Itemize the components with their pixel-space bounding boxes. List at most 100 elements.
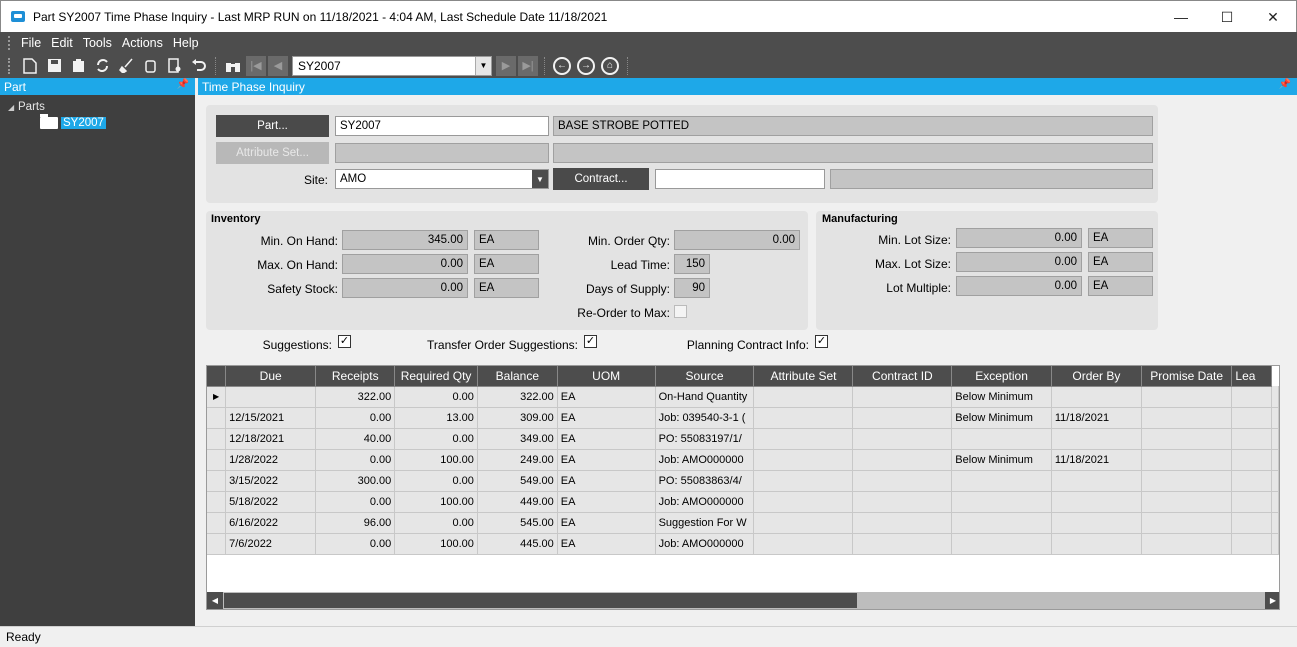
table-cell[interactable] (225, 386, 317, 408)
table-cell[interactable] (1051, 386, 1142, 408)
table-cell[interactable]: 545.00 (477, 512, 558, 534)
table-cell[interactable]: Job: AMO000000 (655, 449, 755, 471)
table-cell[interactable]: PO: 55083863/4/ (655, 470, 755, 492)
row-selector[interactable] (207, 491, 227, 513)
table-cell[interactable]: 322.00 (477, 386, 558, 408)
table-cell[interactable]: On-Hand Quantity (655, 386, 755, 408)
table-cell[interactable] (852, 386, 953, 408)
table-cell[interactable]: Below Minimum (951, 449, 1052, 471)
table-cell[interactable]: 40.00 (315, 428, 396, 450)
table-cell[interactable]: 13.00 (394, 407, 478, 429)
table-cell[interactable]: EA (557, 428, 656, 450)
previous-record-icon[interactable]: ◀ (268, 55, 288, 76)
table-cell[interactable] (852, 533, 953, 555)
table-row[interactable]: 1/28/2022 0.00 100.00 249.00 EA Job: AMO00000… (207, 449, 1279, 471)
row-selector[interactable] (207, 470, 227, 492)
table-cell[interactable] (753, 428, 854, 450)
column-header-required-qty[interactable]: Required Qty (394, 366, 478, 387)
part-button[interactable]: Part... (216, 115, 329, 137)
table-cell[interactable]: EA (557, 512, 656, 534)
attach-icon[interactable] (140, 56, 160, 76)
table-row[interactable]: 12/15/2021 0.00 13.00 309.00 EA Job: 039540-3… (207, 407, 1279, 429)
table-cell[interactable]: Below Minimum (951, 407, 1052, 429)
table-cell[interactable]: EA (557, 407, 656, 429)
table-cell[interactable] (1141, 449, 1233, 471)
table-cell[interactable] (1231, 533, 1272, 555)
table-row[interactable]: 6/16/2022 96.00 0.00 545.00 EA Suggestion For… (207, 512, 1279, 534)
table-cell[interactable] (951, 491, 1052, 513)
column-header-balance[interactable]: Balance (477, 366, 558, 387)
table-cell[interactable] (1051, 512, 1142, 534)
table-cell[interactable] (1231, 386, 1272, 408)
column-header-promise-date[interactable]: Promise Date (1141, 366, 1233, 387)
table-cell[interactable] (951, 428, 1052, 450)
tree-node-part-label[interactable]: SY2007 (61, 117, 106, 129)
row-selector[interactable] (207, 512, 227, 534)
column-header-exception[interactable]: Exception (951, 366, 1052, 387)
table-cell[interactable]: EA (557, 449, 656, 471)
column-header-receipts[interactable]: Receipts (315, 366, 396, 387)
table-cell[interactable] (1141, 533, 1233, 555)
table-cell[interactable]: 0.00 (315, 533, 396, 555)
scroll-left-icon[interactable]: ◀ (207, 592, 223, 609)
table-cell[interactable] (951, 512, 1052, 534)
menu-help[interactable]: Help (172, 35, 199, 50)
table-cell[interactable] (1231, 407, 1272, 429)
part-field[interactable]: SY2007 (335, 116, 549, 136)
table-cell[interactable]: 12/15/2021 (225, 407, 317, 429)
table-cell[interactable] (1141, 407, 1233, 429)
column-header-lead[interactable]: Lea (1231, 366, 1272, 387)
scroll-right-icon[interactable]: ▶ (1265, 592, 1279, 609)
attribute-set-button[interactable]: Attribute Set... (216, 142, 329, 164)
table-cell[interactable] (852, 512, 953, 534)
table-cell[interactable]: EA (557, 491, 656, 513)
table-cell[interactable] (753, 386, 854, 408)
table-cell[interactable] (1231, 449, 1272, 471)
table-row[interactable]: 7/6/2022 0.00 100.00 445.00 EA Job: AMO000000 (207, 533, 1279, 555)
scrollbar-thumb[interactable] (224, 593, 857, 608)
table-cell[interactable] (753, 449, 854, 471)
collapse-icon[interactable]: ◢ (8, 102, 15, 112)
table-row[interactable]: 12/18/2021 40.00 0.00 349.00 EA PO: 55083197/… (207, 428, 1279, 450)
table-cell[interactable]: 349.00 (477, 428, 558, 450)
column-header-source[interactable]: Source (655, 366, 755, 387)
tree-node-part[interactable]: SY2007 (0, 114, 195, 131)
table-cell[interactable]: 300.00 (315, 470, 396, 492)
table-cell[interactable]: 0.00 (394, 470, 478, 492)
table-cell[interactable]: 0.00 (394, 386, 478, 408)
table-cell[interactable]: Job: 039540-3-1 ( (655, 407, 755, 429)
table-cell[interactable]: 5/18/2022 (225, 491, 317, 513)
table-cell[interactable]: 0.00 (394, 512, 478, 534)
table-cell[interactable] (753, 407, 854, 429)
table-row[interactable]: 5/18/2022 0.00 100.00 449.00 EA Job: AMO00000… (207, 491, 1279, 513)
table-cell[interactable]: 0.00 (315, 449, 396, 471)
table-cell[interactable]: 3/15/2022 (225, 470, 317, 492)
forward-icon[interactable]: → (577, 56, 595, 75)
column-header-contract-id[interactable]: Contract ID (852, 366, 953, 387)
table-cell[interactable] (1231, 512, 1272, 534)
menu-grip[interactable] (8, 35, 12, 50)
table-cell[interactable] (1141, 386, 1233, 408)
maximize-button[interactable]: ☐ (1220, 8, 1234, 25)
save-icon[interactable] (44, 56, 64, 76)
delete-icon[interactable] (68, 56, 88, 76)
table-cell[interactable] (1141, 470, 1233, 492)
table-cell[interactable]: Job: AMO000000 (655, 533, 755, 555)
new-icon[interactable] (20, 56, 40, 76)
menu-file[interactable]: File (21, 35, 42, 50)
table-cell[interactable]: Suggestion For W (655, 512, 755, 534)
first-record-icon[interactable]: |◀ (246, 55, 266, 76)
table-cell[interactable]: EA (557, 470, 656, 492)
record-combo[interactable]: SY2007 ▼ (292, 55, 492, 76)
table-cell[interactable]: 249.00 (477, 449, 558, 471)
row-selector[interactable] (207, 428, 227, 450)
contract-field[interactable] (655, 169, 825, 189)
table-cell[interactable] (1051, 533, 1142, 555)
table-cell[interactable] (852, 491, 953, 513)
table-cell[interactable] (1231, 470, 1272, 492)
minimize-button[interactable]: — (1174, 9, 1188, 25)
refresh-icon[interactable] (92, 56, 112, 76)
table-cell[interactable]: EA (557, 533, 656, 555)
row-selector[interactable] (207, 449, 227, 471)
table-cell[interactable] (852, 470, 953, 492)
